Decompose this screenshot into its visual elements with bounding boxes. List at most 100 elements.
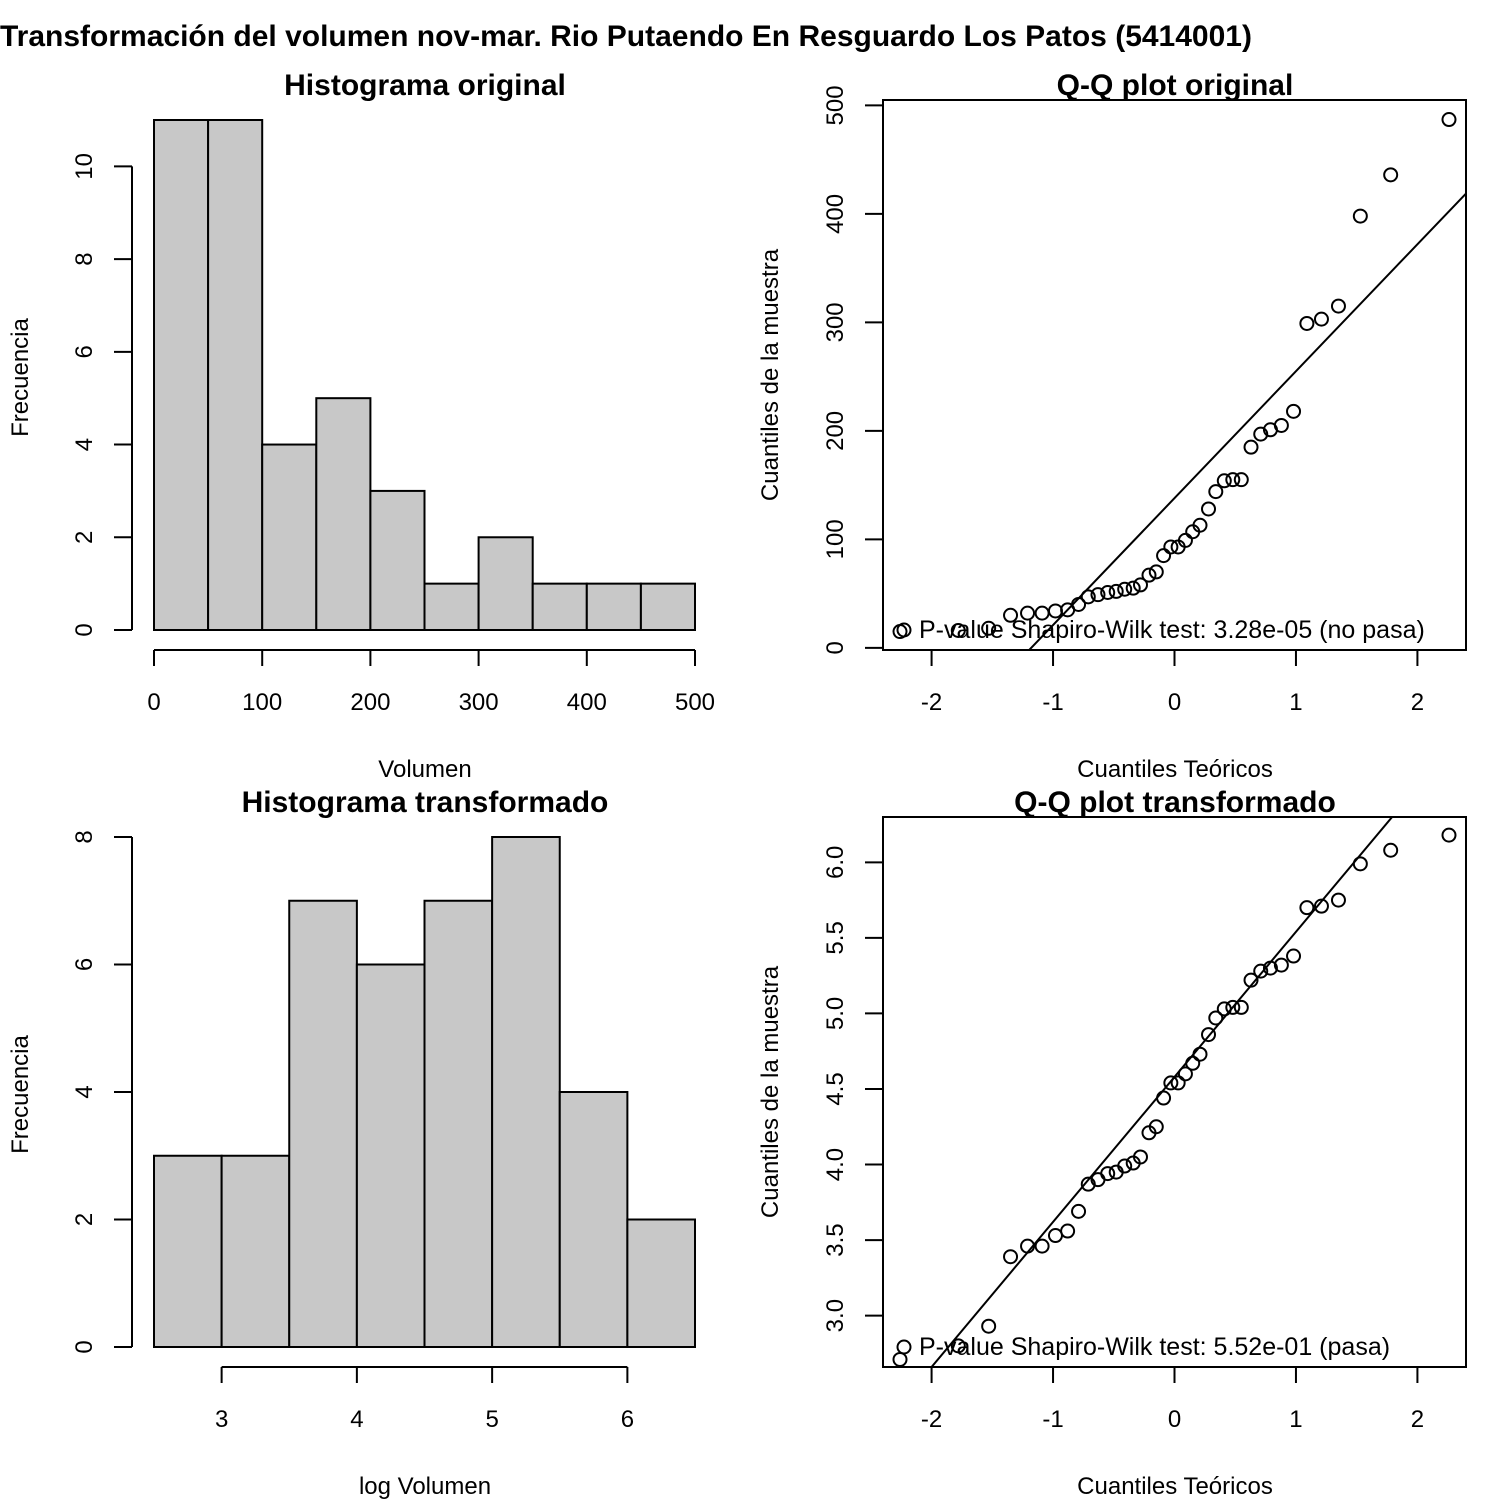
y-tick-label: 2 xyxy=(71,531,98,544)
y-tick-label: 500 xyxy=(822,85,849,125)
qq-point xyxy=(1047,1228,1063,1244)
x-tick-label: 2 xyxy=(1411,689,1424,716)
y-tick-label: 2 xyxy=(71,1213,98,1226)
qq-point xyxy=(1201,1027,1217,1043)
qq-point xyxy=(1003,607,1019,623)
histogram-bar xyxy=(288,899,358,1348)
qq-point xyxy=(1233,472,1249,488)
qq-point xyxy=(1243,972,1259,988)
qq-point xyxy=(1313,898,1329,914)
qq-point xyxy=(1003,1249,1019,1265)
qq-point xyxy=(1117,581,1133,597)
y-tick-label: 5.0 xyxy=(822,997,849,1030)
plot-box xyxy=(882,816,1467,1368)
qq-point xyxy=(1060,1223,1076,1239)
qq-point xyxy=(1216,1001,1232,1017)
qq-point xyxy=(1100,1166,1116,1182)
qq-point xyxy=(1441,827,1457,843)
qq-point xyxy=(1108,583,1124,599)
qq-point xyxy=(1100,585,1116,601)
panel-title: Q-Q plot transformado xyxy=(1014,786,1336,819)
y-tick-label: 8 xyxy=(71,830,98,843)
x-tick-label: 100 xyxy=(242,689,282,716)
qq-point xyxy=(1132,577,1148,593)
y-tick-label: 4 xyxy=(71,1085,98,1098)
panel-qq-transformado: Q-Q plot transformado Cuantiles Teóricos C… xyxy=(757,786,1467,1500)
qq-reference-line xyxy=(1027,192,1466,650)
x-axis-title: log Volumen xyxy=(359,1473,491,1500)
legend-text: P-value Shapiro-Wilk test: 3.28e-05 (no … xyxy=(919,616,1425,644)
qq-point xyxy=(1170,1075,1186,1091)
legend-text: P-value Shapiro-Wilk test: 5.52e-01 (pas… xyxy=(919,1333,1390,1361)
x-tick-label: 0 xyxy=(1168,1406,1181,1433)
y-tick-label: 8 xyxy=(71,252,98,265)
x-tick-label: 5 xyxy=(485,1406,498,1433)
legend-marker xyxy=(896,1339,912,1355)
qq-point xyxy=(1125,580,1141,596)
qq-point xyxy=(1177,1066,1193,1082)
qq-point xyxy=(1156,1090,1172,1106)
qq-point xyxy=(1225,999,1241,1015)
histogram-bar xyxy=(477,536,534,631)
qq-point xyxy=(1313,311,1329,327)
x-axis-title: Cuantiles Teóricos xyxy=(1077,756,1273,783)
qq-point xyxy=(1225,472,1241,488)
panel-hist-transformado: Histograma transformado log Volumen Frecue… xyxy=(7,786,696,1500)
y-axis-title: Cuantiles de la muestra xyxy=(757,248,784,501)
histogram-bar xyxy=(585,582,642,631)
qq-point xyxy=(1299,900,1315,916)
y-tick-label: 0 xyxy=(71,623,98,636)
x-tick-label: 3 xyxy=(215,1406,228,1433)
y-tick-label: 10 xyxy=(71,153,98,180)
qq-point xyxy=(1330,298,1346,314)
histogram-bar xyxy=(153,119,210,631)
histogram-bar xyxy=(261,443,318,631)
qq-point xyxy=(1383,167,1399,183)
qq-point xyxy=(1177,532,1193,548)
histogram-bar xyxy=(220,1154,291,1348)
x-tick-label: 300 xyxy=(459,689,499,716)
qq-point xyxy=(1071,596,1087,612)
x-tick-label: 6 xyxy=(621,1406,634,1433)
y-tick-label: 100 xyxy=(822,519,849,559)
histogram-bar xyxy=(491,836,561,1348)
y-tick-label: 5.5 xyxy=(822,921,849,954)
qq-point xyxy=(1148,564,1164,580)
qq-point xyxy=(1383,842,1399,858)
qq-point xyxy=(1192,517,1208,533)
qq-point xyxy=(1233,999,1249,1015)
panel-title: Q-Q plot original xyxy=(1057,69,1294,102)
qq-point xyxy=(1253,426,1269,442)
histogram-bar xyxy=(355,963,426,1348)
y-tick-label: 200 xyxy=(822,411,849,451)
histogram-bar xyxy=(207,119,264,631)
histogram-bar xyxy=(315,397,372,631)
qq-point xyxy=(1352,856,1368,872)
y-axis-title: Frecuencia xyxy=(7,317,34,436)
x-tick-label: -1 xyxy=(1042,689,1063,716)
x-tick-label: 400 xyxy=(567,689,607,716)
qq-point xyxy=(1253,963,1269,979)
qq-point xyxy=(1286,403,1302,419)
qq-point xyxy=(1185,1055,1201,1071)
plot-box xyxy=(882,99,1467,651)
qq-point xyxy=(892,1351,908,1367)
figure-title: Transformación del volumen nov-mar. Rio … xyxy=(0,20,1252,53)
qq-point xyxy=(1262,960,1278,976)
y-axis-title: Frecuencia xyxy=(7,1034,34,1153)
qq-point xyxy=(1090,587,1106,603)
y-axis-title: Cuantiles de la muestra xyxy=(757,965,784,1218)
histogram-bar xyxy=(558,1091,629,1348)
x-tick-label: 1 xyxy=(1289,1406,1302,1433)
y-tick-label: 4 xyxy=(71,438,98,451)
y-tick-label: 4.5 xyxy=(822,1072,849,1105)
histogram-bar xyxy=(531,582,588,631)
qq-point xyxy=(1156,548,1172,564)
qq-point xyxy=(1243,439,1259,455)
qq-point xyxy=(1020,605,1036,621)
y-tick-label: 0 xyxy=(822,641,849,654)
qq-point xyxy=(1141,567,1157,583)
qq-point xyxy=(1216,473,1232,489)
